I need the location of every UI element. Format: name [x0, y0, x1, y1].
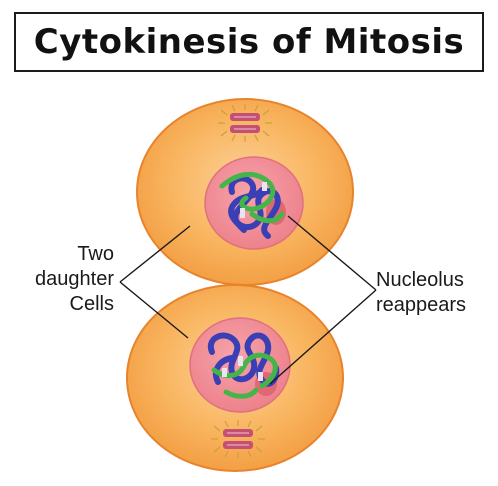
label-line: reappears — [376, 294, 467, 316]
leader-line-top-cell — [119, 225, 191, 283]
leader-line-bottom-nucleolus — [269, 289, 377, 385]
label-line: Cells — [69, 293, 114, 315]
leader-line-top-nucleolus — [287, 215, 377, 291]
diagram-title: Cytokinesis of Mitosis — [33, 22, 465, 62]
label-line: daughter — [35, 268, 114, 290]
leader-lines — [119, 215, 377, 385]
centrosome-icon — [211, 420, 265, 458]
title-box: Cytokinesis of Mitosis — [14, 12, 484, 72]
label-two-daughter-cells: Two daughter Cells — [6, 242, 114, 317]
daughter-cell-bottom — [126, 284, 344, 472]
centrosome-icon — [218, 104, 272, 142]
nucleus-icon — [204, 156, 304, 250]
daughter-cell-top — [136, 98, 354, 286]
label-nucleolus-reappears: Nucleolus reappears — [376, 268, 494, 318]
label-line: Two — [77, 243, 114, 265]
label-line: Nucleolus — [376, 269, 464, 291]
chromatin-icon — [207, 332, 280, 399]
leader-line-bottom-cell — [119, 281, 189, 339]
chromatin-icon — [219, 171, 285, 239]
